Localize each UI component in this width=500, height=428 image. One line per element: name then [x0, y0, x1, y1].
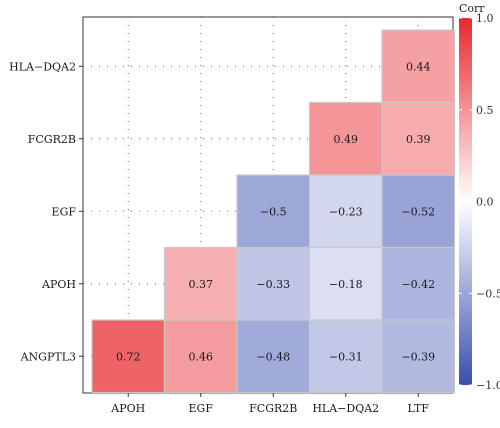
legend-tick-label: −0.5: [476, 287, 500, 300]
x-axis: APOH EGF FCGR2B HLA−DQA2 LTF: [110, 393, 429, 415]
x-tick-label-fcgr2b: FCGR2B: [249, 402, 297, 415]
heatmap-cell: [236, 319, 311, 394]
cell-value-label: 0.46: [189, 350, 214, 363]
cell-value-label: −0.39: [401, 350, 435, 363]
heatmap-cell: [91, 319, 166, 394]
cell-value-label: 0.39: [406, 133, 431, 146]
y-tick-label-apoh: APOH: [41, 278, 76, 291]
heatmap-cell: [381, 174, 456, 249]
heatmap-cell: [381, 246, 456, 321]
y-tick-label-angptl3: ANGPTL3: [20, 350, 76, 363]
cell-value-label: −0.33: [256, 278, 290, 291]
x-tick-label-hla-dqa2: HLA−DQA2: [312, 402, 379, 415]
cell-value-label: 0.37: [189, 278, 214, 291]
heatmap-cell: [381, 319, 456, 394]
cell-value-label: 0.44: [406, 60, 431, 73]
y-axis: HLA−DQA2 FCGR2B EGF APOH ANGPTL3: [9, 60, 83, 363]
legend-tick-label: 0.0: [476, 196, 494, 209]
heatmap-cell: [308, 174, 383, 249]
heatmap-cell: [236, 246, 311, 321]
x-tick-label-apoh: APOH: [110, 402, 145, 415]
legend-tick-label: 1.0: [476, 12, 494, 25]
heatmap-cell: [163, 319, 238, 394]
y-tick-label-hla-dqa2: HLA−DQA2: [9, 60, 76, 73]
cell-value-label: −0.52: [401, 205, 435, 218]
y-tick-label-egf: EGF: [52, 205, 77, 218]
cell-value-label: −0.48: [256, 350, 290, 363]
cell-value-label: −0.5: [260, 205, 287, 218]
cell-value-label: −0.23: [329, 205, 363, 218]
cell-value-label: −0.18: [329, 278, 363, 291]
legend-colorbar: [459, 18, 472, 385]
legend-tick-label: 0.5: [476, 104, 494, 117]
x-tick-label-ltf: LTF: [408, 402, 430, 415]
heatmap-cell: [308, 319, 383, 394]
x-tick-label-egf: EGF: [189, 402, 214, 415]
heatmap-cell: [163, 246, 238, 321]
y-tick-label-fcgr2b: FCGR2B: [28, 133, 76, 146]
cell-value-label: 0.49: [334, 133, 359, 146]
cell-value-label: 0.72: [116, 350, 141, 363]
color-legend: Corr 1.0 0.5 0.0 −0.5 −1.0: [459, 2, 500, 392]
cell-value-label: −0.31: [329, 350, 363, 363]
legend-tick-label: −1.0: [476, 379, 500, 392]
heatmap-cell: [236, 174, 311, 249]
heatmap-cell: [381, 101, 456, 176]
legend-title: Corr: [459, 2, 485, 15]
cell-value-label: −0.42: [401, 278, 435, 291]
heatmap-cells: [91, 29, 456, 394]
cell-labels: 0.44 0.49 0.39 −0.5 −0.23 −0.52 0.37 −0.33 −0.18…: [116, 60, 435, 363]
